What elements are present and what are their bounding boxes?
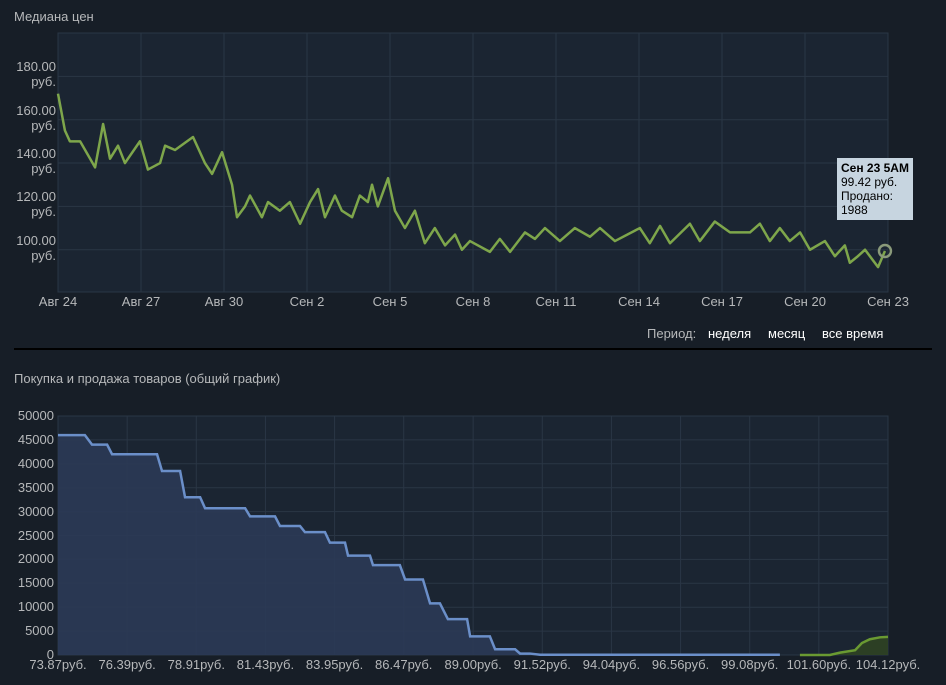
x-tick-label: 101.60руб.: [786, 657, 852, 672]
y-tick-label: 45000: [17, 431, 54, 447]
hover-marker: [877, 243, 893, 259]
x-tick-label: 81.43руб.: [236, 657, 295, 672]
tooltip: Сен 23 5AM 99.42 руб. Продано: 1988: [837, 158, 913, 220]
y-tick-label: 15000: [17, 575, 54, 591]
y-tick-label: 140.00 руб.: [16, 146, 56, 177]
y-tick-label: 40000: [17, 455, 54, 471]
x-tick-label: 86.47руб.: [375, 657, 433, 672]
y-tick-label: 20000: [17, 551, 54, 567]
period-label: Период:: [647, 326, 697, 341]
period-option[interactable]: все время: [822, 326, 884, 341]
x-tick-label: 104.12руб.: [855, 657, 921, 672]
x-tick-label: 83.95руб.: [305, 657, 364, 672]
y-tick-label: 180.00 руб.: [16, 59, 56, 90]
x-tick-label: 78.91руб.: [167, 657, 225, 672]
y-tick-label: 0: [46, 647, 54, 662]
y-tick-label: 160.00 руб.: [16, 102, 56, 133]
x-tick-label: Авг 24: [38, 294, 78, 309]
x-tick-label: Сен 14: [618, 294, 660, 309]
x-tick-label: 91.52руб.: [513, 657, 571, 672]
price-line: [56, 93, 887, 269]
y-tick-label: 5000: [25, 623, 54, 639]
x-tick-label: Сен 20: [784, 294, 826, 309]
x-tick-label: 73.87руб.: [29, 657, 87, 672]
y-tick-label: 50000: [17, 408, 54, 423]
depth-line: [799, 635, 889, 657]
x-tick-label: Сен 8: [455, 294, 491, 309]
x-tick-label: Авг 30: [204, 294, 244, 309]
period-option[interactable]: неделя: [708, 326, 752, 341]
x-tick-label: Сен 17: [701, 294, 743, 309]
x-tick-label: Сен 5: [372, 294, 408, 309]
x-tick-label: 96.56руб.: [651, 657, 710, 672]
x-tick-label: Сен 23: [867, 294, 909, 309]
x-tick-label: Сен 11: [535, 294, 577, 309]
y-tick-label: 100.00 руб.: [16, 232, 56, 263]
x-tick-label: Авг 27: [121, 294, 161, 309]
period-option[interactable]: месяц: [768, 326, 806, 341]
x-tick-label: 99.08руб.: [721, 657, 779, 672]
chart-title: Медиана цен: [14, 9, 94, 24]
tooltip-sold: 1988: [841, 203, 868, 217]
y-tick-label: 30000: [17, 503, 54, 519]
depth-line: [58, 433, 780, 657]
y-tick-label: 25000: [17, 527, 54, 543]
chart-title: Покупка и продажа товаров (общий график): [14, 371, 281, 386]
tooltip-price: 99.42 руб.: [841, 175, 898, 189]
y-tick-label: 10000: [17, 599, 54, 615]
tooltip-date: Сен 23 5AM: [841, 161, 909, 175]
y-tick-label: 120.00 руб.: [16, 189, 56, 220]
x-tick-label: 94.04руб.: [582, 657, 641, 672]
tooltip-sold-label: Продано:: [841, 189, 894, 203]
y-tick-label: 35000: [17, 479, 54, 495]
x-tick-label: Сен 2: [289, 294, 325, 309]
x-tick-label: 76.39руб.: [98, 657, 156, 672]
depth-area: [58, 435, 780, 655]
x-tick-label: 89.00руб.: [444, 657, 502, 672]
